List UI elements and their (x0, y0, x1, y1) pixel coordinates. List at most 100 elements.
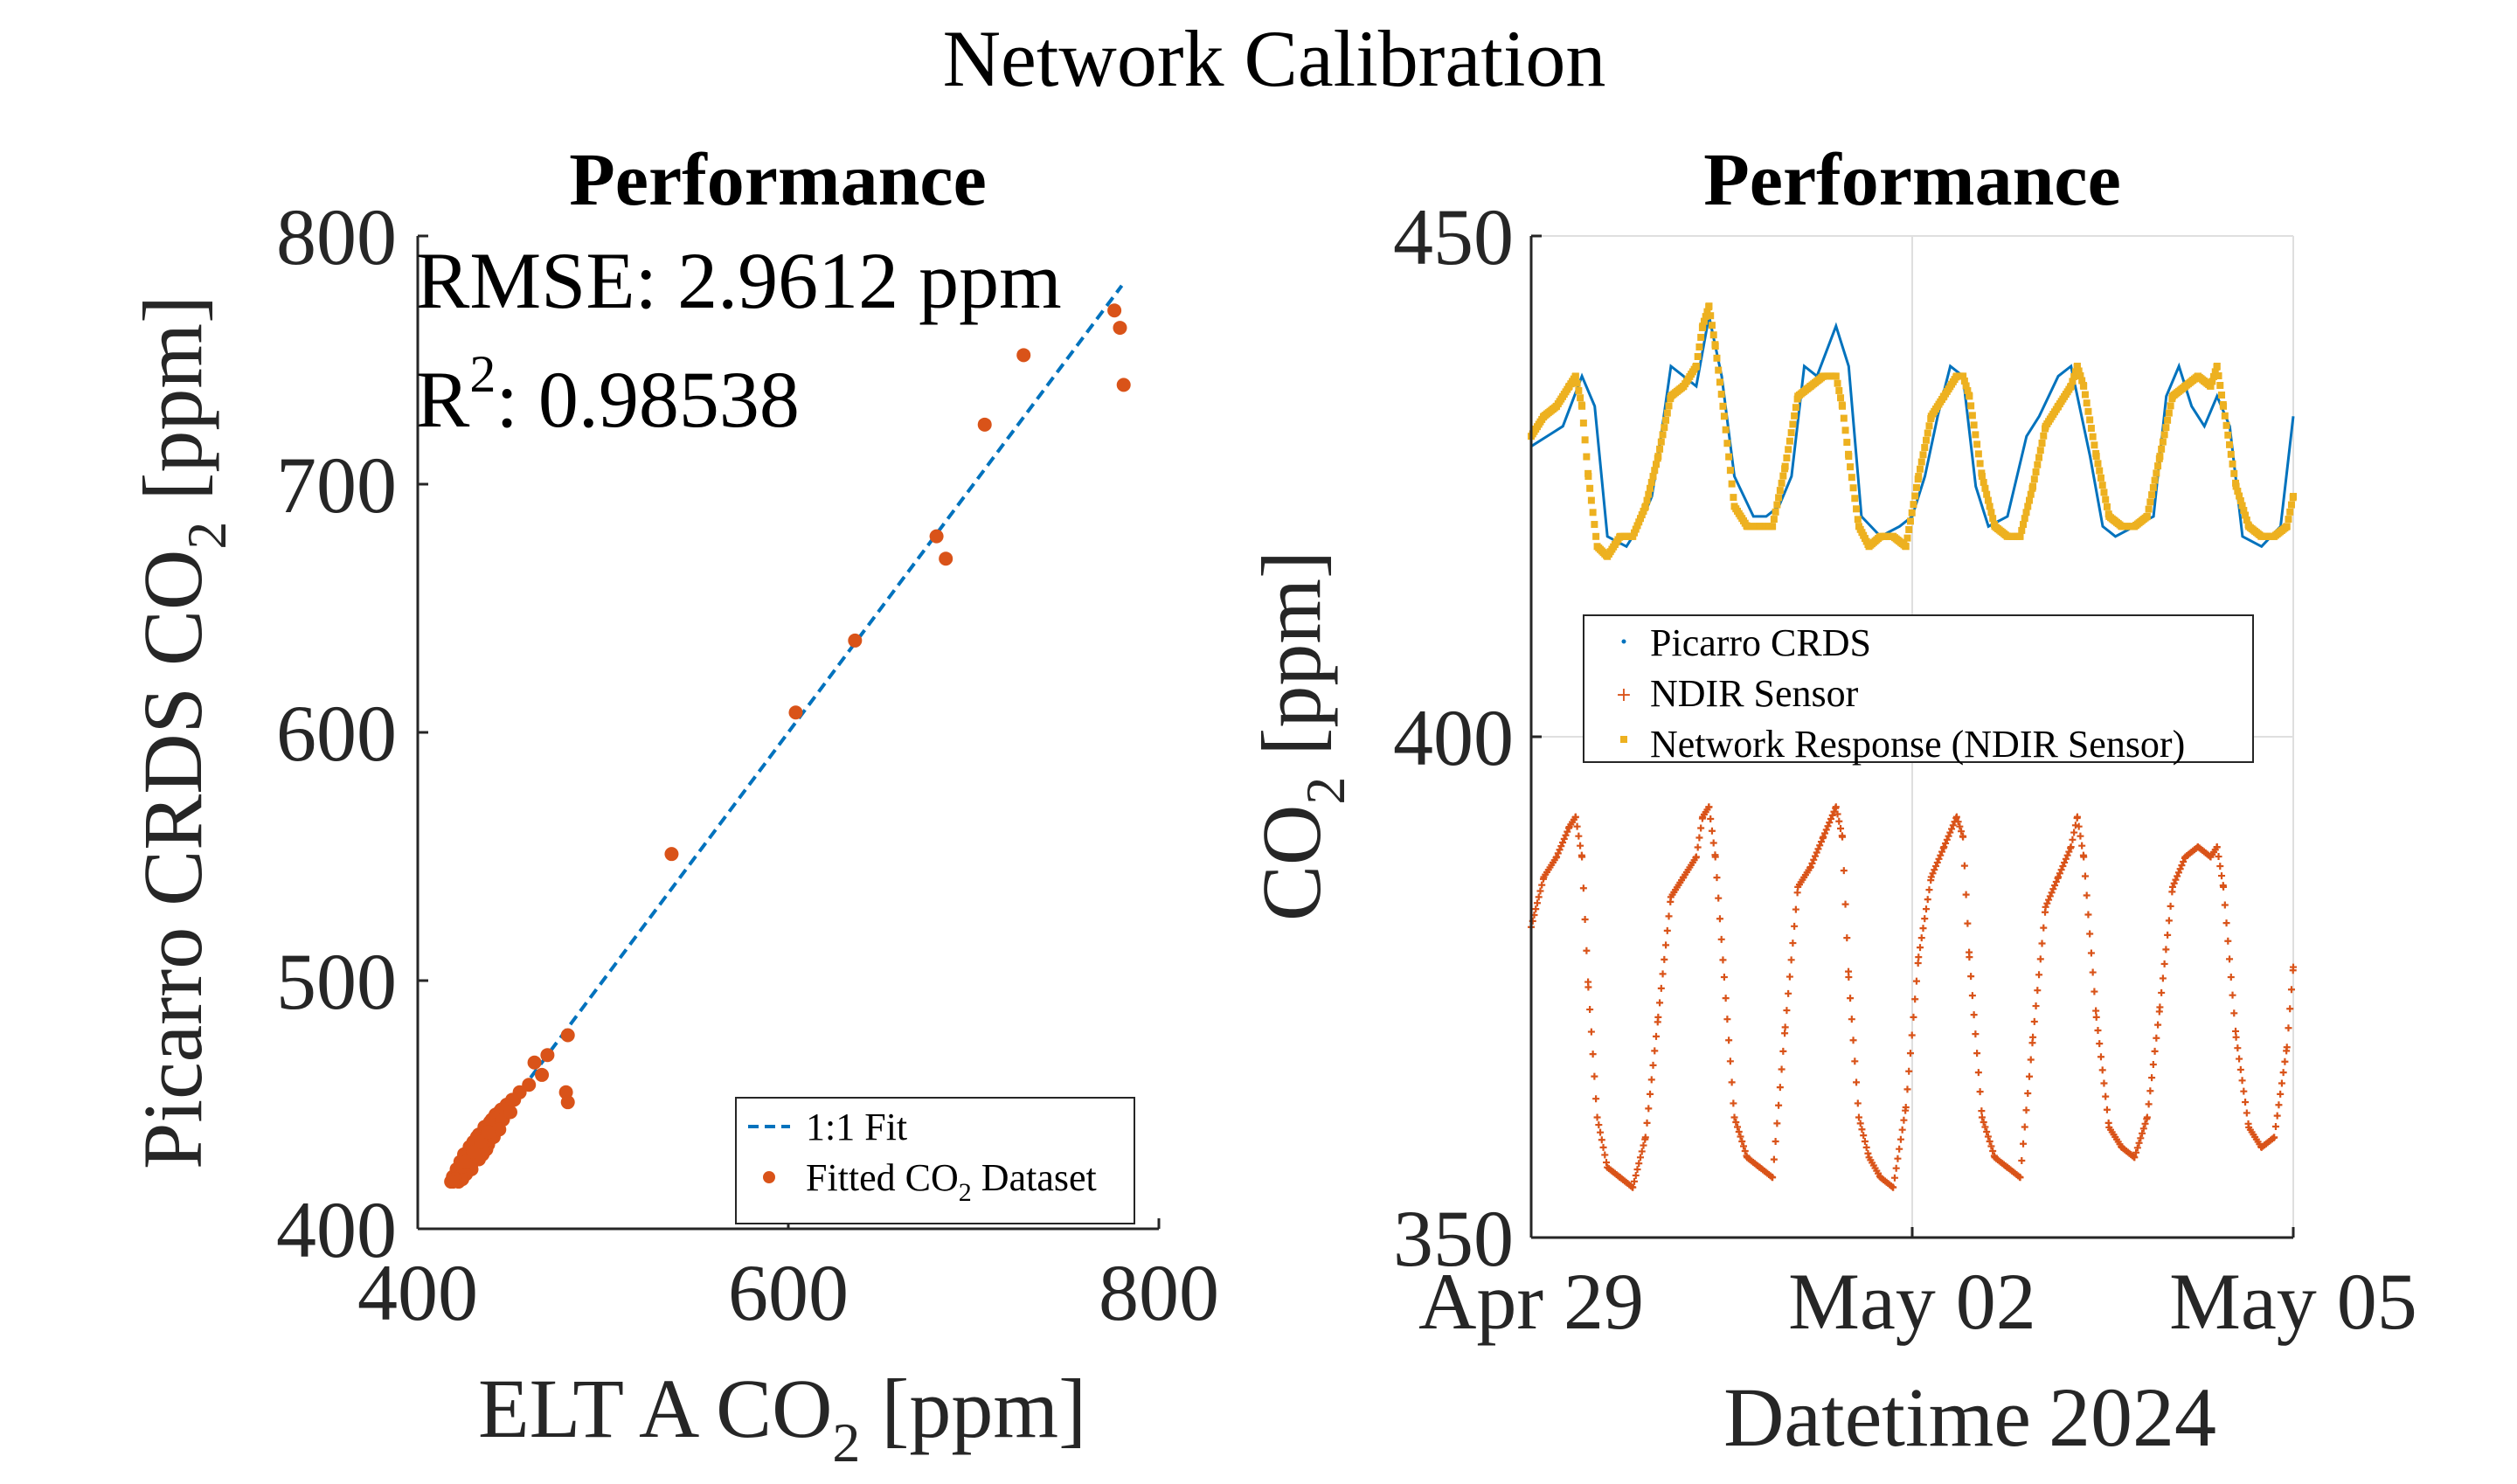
ndir-sensor-point (1970, 1011, 1978, 1019)
network-response-point (2240, 507, 2248, 515)
ndir-sensor-point (2102, 1092, 2110, 1100)
ndir-sensor-point (2156, 1003, 2164, 1011)
timeseries-y-tick-label: 350 (1393, 1194, 1514, 1283)
scatter-point (1116, 378, 1131, 392)
ndir-sensor-point (1711, 853, 1719, 861)
ndir-sensor-point (2062, 855, 2070, 863)
network-response-point (1787, 429, 1795, 437)
ndir-sensor-point (2046, 892, 2054, 900)
network-response-point (1837, 394, 1845, 402)
network-response-point (2238, 502, 2246, 510)
ndir-sensor-point (1583, 947, 1591, 954)
ndir-sensor-point (1789, 940, 1797, 947)
ndir-sensor-point (2080, 853, 2088, 861)
ndir-sensor-point (2091, 988, 2098, 995)
ndir-sensor-point (2024, 1089, 2032, 1097)
ndir-sensor-point (1937, 851, 1945, 859)
ndir-sensor-point (1593, 1113, 1601, 1121)
scatter-y-label-unit: [ppm] (126, 295, 219, 522)
ndir-sensor-point (1603, 1159, 1611, 1167)
ndir-sensor-point (2178, 862, 2186, 870)
ndir-sensor-point (1843, 934, 1851, 942)
network-response-point (1635, 518, 1643, 526)
network-response-point (1776, 487, 1784, 495)
network-response-point (2016, 532, 2024, 540)
network-response-point (1643, 496, 1651, 504)
ndir-sensor-point (2287, 986, 2295, 994)
network-response-point (2148, 491, 2156, 499)
ndir-sensor-point (1587, 1028, 1595, 1036)
network-response-point (1662, 416, 1670, 424)
scatter-point (503, 1105, 517, 1120)
network-response-point (2230, 469, 2238, 477)
legend-picarro-swatch (1621, 639, 1626, 644)
scatter-point (540, 1048, 555, 1063)
network-response-point (1651, 467, 1659, 475)
ndir-sensor-point (1538, 881, 1546, 889)
ndir-sensor-point (1638, 1148, 1646, 1155)
network-response-point (1584, 473, 1592, 481)
network-response-point (1851, 495, 1859, 503)
scatter-point (535, 1067, 550, 1082)
ndir-sensor-point (1738, 1137, 1746, 1145)
ndir-sensor-point (1599, 1143, 1607, 1151)
scatter-x-label-text: ELT A CO (478, 1362, 832, 1455)
ndir-sensor-point (2165, 917, 2173, 925)
ndir-sensor-point (2273, 1112, 2281, 1120)
ndir-sensor-point (1864, 1149, 1872, 1157)
network-response-point (1792, 404, 1799, 412)
network-response-point (1980, 478, 1987, 486)
ndir-sensor-point (1910, 1013, 1917, 1021)
rmse-annotation: RMSE: 2.9612 ppm (416, 236, 1062, 325)
scatter-point (560, 1095, 575, 1110)
ndir-sensor-point (1571, 813, 1579, 821)
ndir-sensor-point (1649, 1061, 1657, 1069)
network-response-point (2220, 402, 2228, 410)
r2-superscript: 2 (469, 345, 496, 403)
ndir-sensor-point (2221, 901, 2229, 909)
network-response-point (1962, 382, 1970, 390)
network-response-point (1845, 453, 1853, 461)
network-response-point (1571, 372, 1579, 380)
timeseries-panel: Performance 350 400 450 Apr 29 May 02 May 05… (1245, 137, 2417, 1464)
network-response-point (1781, 462, 1789, 470)
ndir-sensor-point (1915, 954, 1923, 961)
scatter-x-tick-label: 800 (1099, 1248, 1219, 1337)
timeseries-legend-box (1583, 614, 2254, 763)
network-response-point (2067, 382, 2075, 390)
ndir-sensor-point (2135, 1139, 2143, 1147)
scatter-point (788, 705, 803, 720)
ndir-sensor-point (1717, 935, 1725, 943)
ndir-sensor-point (1575, 832, 1583, 840)
ndir-sensor-point (2027, 1056, 2035, 1064)
network-response-point (2162, 424, 2170, 432)
ndir-sensor-point (1860, 1132, 1868, 1140)
ndir-sensor-point (1656, 999, 1664, 1007)
ndir-sensor-point (1814, 845, 1822, 853)
ndir-sensor-point (1851, 1058, 1859, 1065)
network-response-point (1783, 454, 1791, 461)
ndir-sensor-point (1813, 849, 1820, 856)
ndir-sensor-point (1826, 819, 1834, 827)
ndir-sensor-point (1715, 894, 1723, 902)
network-response-point (1924, 429, 1931, 437)
ndir-sensor-point (1586, 1006, 1594, 1014)
ndir-sensor-point (1848, 1016, 1855, 1023)
legend-fit-label: 1:1 Fit (806, 1106, 907, 1148)
scatter-y-ticks: 400 500 600 700 800 (276, 192, 428, 1274)
network-response-point (2089, 433, 2097, 440)
ndir-sensor-point (2069, 836, 2077, 843)
ndir-sensor-point (1834, 810, 1841, 818)
network-response-point (2083, 399, 2091, 407)
network-response-point (1632, 525, 1640, 533)
ndir-sensor-point (1629, 1183, 1637, 1191)
network-response-point (2146, 498, 2154, 506)
ndir-sensor-point (1740, 1142, 1747, 1150)
ndir-sensor-point (1811, 852, 1819, 860)
network-response-point (1902, 543, 1910, 551)
scatter-point (527, 1055, 542, 1070)
network-response-point (1921, 444, 1929, 452)
ndir-sensor-point (1697, 824, 1705, 832)
ndir-sensor-point (1938, 848, 1946, 856)
ndir-sensor-point (2143, 1113, 2151, 1121)
